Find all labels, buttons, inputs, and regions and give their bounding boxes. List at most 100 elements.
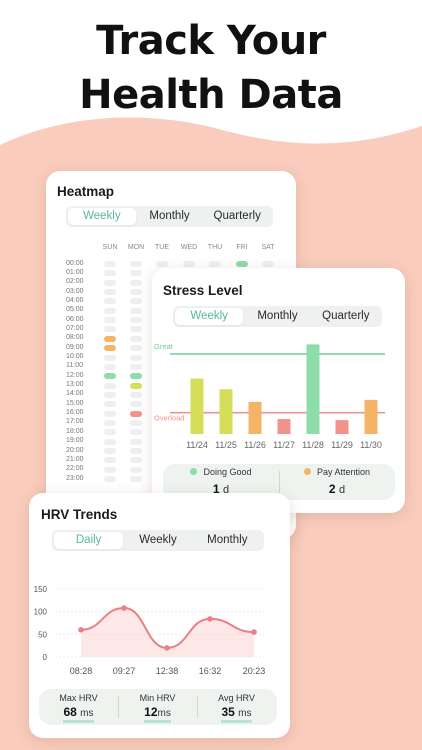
- heatmap-cell[interactable]: [130, 373, 142, 380]
- headline-line-2: Health Data: [79, 72, 343, 118]
- stress-bar[interactable]: [219, 389, 233, 434]
- stress-bar[interactable]: [335, 420, 349, 434]
- heatmap-tab-weekly[interactable]: Weekly: [68, 208, 136, 225]
- stress-tab-weekly[interactable]: Weekly: [175, 308, 244, 325]
- pay-attention-unit: d: [338, 484, 346, 496]
- heatmap-cell[interactable]: [262, 261, 274, 267]
- hrv-y-tick: 0: [43, 653, 48, 662]
- heatmap-cell[interactable]: [104, 419, 116, 426]
- heatmap-cell[interactable]: [130, 476, 142, 483]
- heatmap-cell[interactable]: [104, 279, 116, 286]
- min-hrv-value: 12: [144, 705, 158, 719]
- heatmap-hour-label: 00:00: [66, 259, 84, 267]
- heatmap-cell[interactable]: [156, 261, 168, 267]
- stress-x-label: 11/25: [215, 440, 237, 450]
- heatmap-cell[interactable]: [104, 289, 116, 296]
- heatmap-hour-label: 22:00: [66, 465, 84, 473]
- heatmap-cell[interactable]: [104, 270, 116, 277]
- hrv-tab-weekly[interactable]: Weekly: [139, 534, 177, 546]
- heatmap-cell[interactable]: [130, 307, 142, 314]
- heatmap-cell[interactable]: [104, 457, 116, 464]
- stress-bar[interactable]: [190, 378, 204, 434]
- heatmap-cell[interactable]: [236, 261, 248, 267]
- heatmap-cell[interactable]: [130, 317, 142, 324]
- heatmap-cell[interactable]: [104, 391, 116, 398]
- stress-tab-quarterly[interactable]: Quarterly: [322, 310, 370, 322]
- heatmap-cell[interactable]: [104, 429, 116, 436]
- heatmap-cell[interactable]: [130, 289, 142, 296]
- stress-bar[interactable]: [248, 402, 262, 434]
- heatmap-cell[interactable]: [130, 457, 142, 464]
- hrv-point[interactable]: [121, 605, 127, 611]
- heatmap-cell[interactable]: [104, 373, 116, 380]
- heatmap-cell[interactable]: [130, 354, 142, 361]
- stress-bar[interactable]: [277, 419, 291, 434]
- heatmap-day-sun: SUN: [102, 244, 118, 251]
- heatmap-cell[interactable]: [130, 401, 142, 408]
- heatmap-cell[interactable]: [104, 317, 116, 324]
- heatmap-cell[interactable]: [130, 363, 142, 370]
- avg-hrv-value: 35: [221, 705, 235, 719]
- heatmap-cell[interactable]: [104, 448, 116, 454]
- heatmap-cell[interactable]: [104, 401, 116, 408]
- heatmap-cell[interactable]: [104, 466, 116, 473]
- stress-x-label: 11/29: [331, 440, 353, 450]
- heatmap-cell[interactable]: [130, 448, 142, 454]
- stress-tab-monthly[interactable]: Monthly: [257, 310, 298, 322]
- heatmap-tab-monthly[interactable]: Monthly: [149, 210, 190, 222]
- heatmap-cell[interactable]: [104, 261, 116, 267]
- stress-bar[interactable]: [306, 344, 320, 434]
- heatmap-cell[interactable]: [104, 354, 116, 361]
- heatmap-cell[interactable]: [104, 438, 116, 445]
- stress-level-title: Stress Level: [163, 283, 243, 298]
- heatmap-cell[interactable]: [104, 476, 116, 483]
- heatmap-cell[interactable]: [130, 410, 142, 417]
- hrv-point[interactable]: [78, 627, 84, 633]
- heatmap-cell[interactable]: [130, 298, 142, 305]
- heatmap-day-thu: THU: [207, 244, 223, 251]
- heatmap-cell[interactable]: [104, 345, 116, 352]
- heatmap-hour-label: 10:00: [66, 353, 84, 360]
- heatmap-cell[interactable]: [183, 261, 195, 267]
- heatmap-cell[interactable]: [130, 261, 142, 267]
- heatmap-cell[interactable]: [104, 335, 116, 342]
- heatmap-cell[interactable]: [130, 391, 142, 398]
- heatmap-cell[interactable]: [104, 326, 116, 333]
- heatmap-cell[interactable]: [130, 326, 142, 333]
- summary-divider: [279, 471, 280, 493]
- hrv-tab-daily[interactable]: Daily: [54, 532, 124, 549]
- hrv-x-label: 20:23: [243, 666, 266, 676]
- hrv-point[interactable]: [251, 629, 257, 635]
- great-line-label: Great: [154, 342, 174, 351]
- heatmap-hour-label: 14:00: [66, 390, 84, 398]
- heatmap-day-fri: FRI: [236, 244, 248, 251]
- heatmap-cell[interactable]: [130, 419, 142, 426]
- heatmap-period-tabs: Weekly Monthly Quarterly: [66, 206, 273, 227]
- heatmap-cell[interactable]: [130, 429, 142, 436]
- max-hrv-label: Max HRV: [59, 693, 98, 703]
- stress-bar[interactable]: [364, 399, 378, 434]
- hrv-point[interactable]: [207, 616, 213, 622]
- heatmap-cell[interactable]: [104, 298, 116, 305]
- stress-x-label: 11/28: [302, 440, 324, 450]
- heatmap-cell[interactable]: [130, 345, 142, 352]
- heatmap-cell[interactable]: [130, 335, 142, 342]
- pay-attention-dot: [303, 468, 311, 475]
- heatmap-cell[interactable]: [104, 363, 116, 370]
- pay-attention-label: Pay Attention: [316, 467, 371, 477]
- heatmap-cell[interactable]: [104, 410, 116, 417]
- hrv-tab-monthly[interactable]: Monthly: [207, 534, 248, 546]
- heatmap-cell[interactable]: [130, 466, 142, 473]
- hrv-x-label: 16:32: [199, 666, 222, 676]
- heatmap-cell[interactable]: [130, 279, 142, 286]
- heatmap-cell[interactable]: [130, 270, 142, 277]
- heatmap-cell[interactable]: [130, 438, 142, 445]
- heatmap-cell[interactable]: [130, 382, 142, 389]
- heatmap-cell[interactable]: [104, 307, 116, 314]
- heatmap-day-tue: TUE: [155, 244, 169, 251]
- heatmap-cell[interactable]: [209, 261, 221, 267]
- heatmap-cell[interactable]: [104, 382, 116, 389]
- heatmap-tab-quarterly[interactable]: Quarterly: [213, 210, 261, 222]
- stat-min-hrv: Min HRV 12ms: [118, 689, 197, 725]
- hrv-point[interactable]: [164, 645, 170, 651]
